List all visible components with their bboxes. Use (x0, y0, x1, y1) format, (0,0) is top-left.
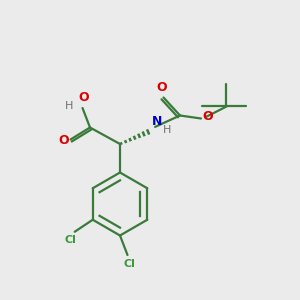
Text: O: O (79, 92, 89, 104)
Text: O: O (157, 82, 167, 94)
Text: O: O (58, 134, 69, 147)
Text: Cl: Cl (123, 259, 135, 269)
Text: N: N (152, 115, 163, 128)
Text: O: O (202, 110, 213, 124)
Text: Cl: Cl (65, 235, 77, 245)
Text: H: H (65, 101, 73, 112)
Text: H: H (163, 125, 171, 136)
